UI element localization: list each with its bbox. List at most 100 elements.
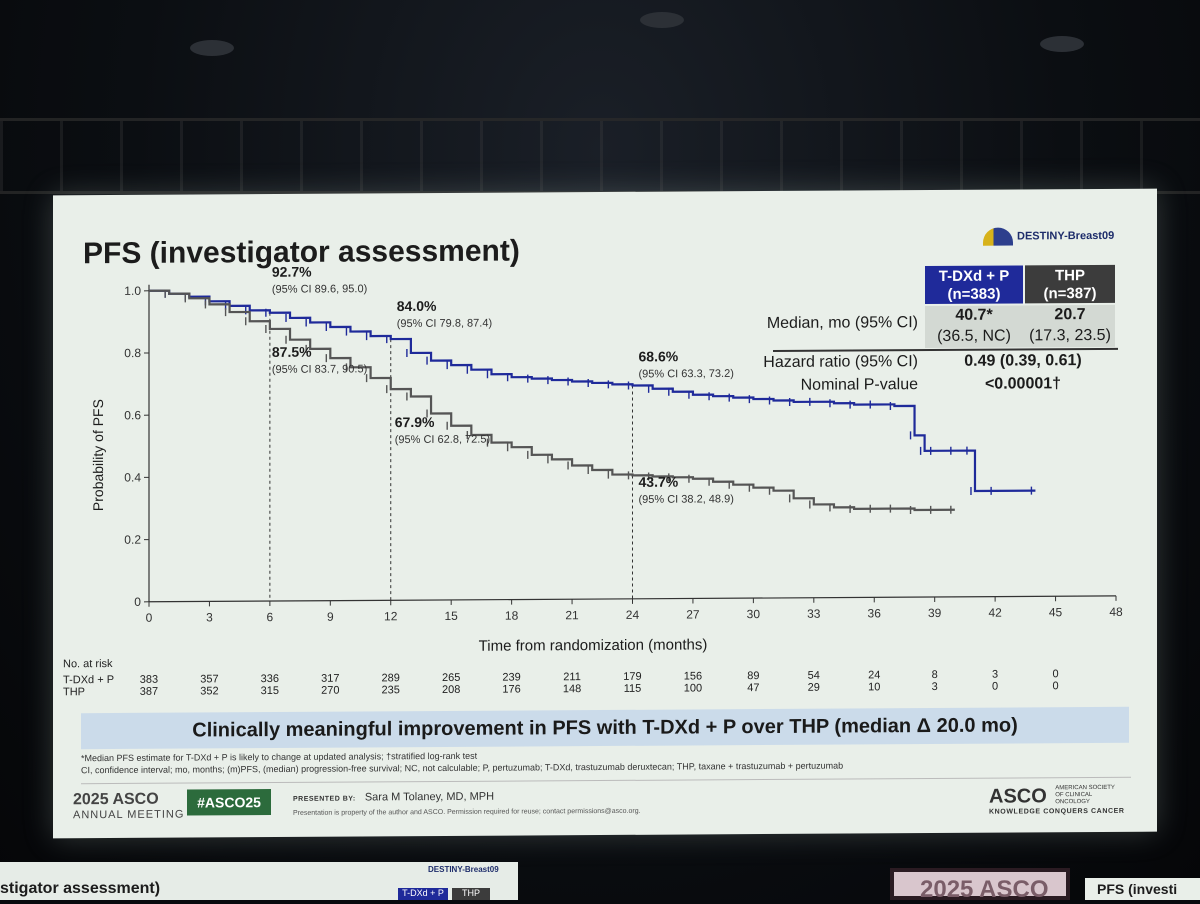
- at-risk-count: 265: [442, 672, 460, 684]
- at-risk-count: 54: [808, 670, 820, 682]
- at-risk-count: 176: [502, 684, 520, 696]
- at-risk-count: 89: [747, 670, 759, 682]
- at-risk-row-label: T-DXd + P: [63, 674, 114, 686]
- x-tick-label: 6: [267, 610, 274, 624]
- at-risk-count: 270: [321, 685, 339, 697]
- annotation-value: 43.7%: [639, 474, 679, 490]
- asco-society-name: AMERICAN SOCIETY OF CLINICAL ONCOLOGY: [1055, 785, 1115, 806]
- at-risk-count: 352: [200, 685, 218, 697]
- footer-divider: [81, 777, 1131, 784]
- at-risk-count: 387: [140, 686, 158, 698]
- at-risk-count: 0: [1053, 680, 1059, 692]
- annotation-value: 84.0%: [397, 298, 437, 314]
- asco-meeting: ANNUAL MEETING: [73, 809, 184, 822]
- annotation-value: 92.7%: [272, 263, 312, 279]
- at-risk-count: 235: [382, 684, 400, 696]
- presenter-name: Sara M Tolaney, MD, MPH: [365, 791, 494, 804]
- secondary-screen-logo: DESTINY-Breast09: [428, 865, 499, 874]
- annotation-ci: (95% CI 62.8, 72.5): [395, 434, 490, 447]
- annotation-ci: (95% CI 83.7, 90.5): [272, 363, 367, 376]
- x-tick-label: 45: [1049, 605, 1063, 619]
- y-tick-label: 0.8: [124, 346, 141, 360]
- at-risk-count: 8: [932, 669, 938, 681]
- at-risk-count: 357: [200, 673, 218, 685]
- annotation-ci: (95% CI 89.6, 95.0): [272, 283, 367, 296]
- at-risk-header: No. at risk: [63, 658, 113, 670]
- secondary-header-tdxd: T-DXd + P: [398, 888, 448, 900]
- at-risk-count: 148: [563, 683, 581, 695]
- footnote-2: CI, confidence interval; mo, months; (m)…: [81, 761, 843, 776]
- asco-society-logo: ASCO AMERICAN SOCIETY OF CLINICAL ONCOLO…: [989, 785, 1125, 816]
- y-tick-label: 1.0: [124, 284, 141, 298]
- annotation-value: 87.5%: [272, 344, 312, 360]
- x-tick-label: 33: [807, 607, 821, 621]
- secondary-screen: stigator assessment) DESTINY-Breast09 T-…: [0, 862, 518, 900]
- x-tick-label: 18: [505, 609, 519, 623]
- annotation-ci: (95% CI 79.8, 87.4): [397, 317, 492, 330]
- x-tick-label: 42: [988, 606, 1002, 620]
- secondary-screen-title: stigator assessment): [0, 880, 160, 898]
- asco-tagline: KNOWLEDGE CONQUERS CANCER: [989, 808, 1125, 816]
- y-tick-label: 0.6: [124, 408, 141, 422]
- km-curve-thp: [149, 286, 955, 515]
- presentation-slide: PFS (investigator assessment) DESTINY-Br…: [53, 189, 1157, 839]
- x-tick-label: 0: [146, 611, 153, 625]
- conclusion-banner: Clinically meaningful improvement in PFS…: [81, 707, 1129, 749]
- y-tick-label: 0.4: [124, 470, 141, 484]
- at-risk-count: 0: [992, 681, 998, 693]
- x-tick-label: 36: [868, 606, 882, 620]
- at-risk-count: 29: [808, 682, 820, 694]
- at-risk-count: 47: [747, 682, 759, 694]
- at-risk-count: 211: [563, 671, 581, 683]
- presenter-line: PRESENTED BY: Sara M Tolaney, MD, MPH: [293, 791, 494, 804]
- presented-by-label: PRESENTED BY:: [293, 796, 356, 803]
- footnote-1: *Median PFS estimate for T-DXd + P is li…: [81, 751, 477, 763]
- annotation-value: 67.9%: [395, 414, 435, 430]
- x-tick-label: 21: [565, 608, 579, 622]
- x-tick-label: 3: [206, 610, 213, 624]
- hashtag-badge: #ASCO25: [187, 789, 271, 816]
- x-tick-label: 39: [928, 606, 942, 620]
- annotation-ci: (95% CI 63.3, 73.2): [639, 368, 734, 381]
- at-risk-count: 0: [1053, 668, 1059, 680]
- at-risk-count: 10: [868, 681, 880, 693]
- x-tick-label: 15: [445, 609, 459, 623]
- at-risk-count: 115: [624, 683, 642, 695]
- at-risk-row-label: THP: [63, 686, 85, 698]
- at-risk-count: 156: [684, 670, 702, 682]
- chart-annotations: 92.7% (95% CI 89.6, 95.0) 84.0% (95% CI 79.…: [272, 261, 734, 508]
- annotation-value: 68.6%: [639, 348, 679, 364]
- third-screen-title: PFS (investi: [1097, 881, 1177, 897]
- at-risk-count: 208: [442, 684, 460, 696]
- x-tick-label: 9: [327, 610, 334, 624]
- x-tick-label: 48: [1109, 605, 1123, 619]
- x-tick-label: 12: [384, 609, 398, 623]
- at-risk-count: 239: [502, 672, 520, 684]
- at-risk-count: 289: [382, 672, 400, 684]
- ceiling-truss: [0, 118, 1200, 194]
- x-tick-label: 30: [747, 607, 761, 621]
- at-risk-count: 317: [321, 673, 339, 685]
- asco-sign: 2025 ASCO: [890, 868, 1070, 900]
- chart-series: [149, 284, 1035, 518]
- asco-year: 2025 ASCO: [73, 791, 184, 810]
- x-axis-label: Time from randomization (months): [479, 636, 708, 654]
- ceiling-light: [1040, 36, 1084, 52]
- at-risk-count: 383: [140, 674, 158, 686]
- at-risk-count: 3: [992, 669, 998, 681]
- y-tick-label: 0: [134, 595, 141, 609]
- asco-wordmark: ASCO: [989, 785, 1047, 807]
- y-axis-label: Probability of PFS: [90, 399, 106, 511]
- property-note: Presentation is property of the author a…: [293, 808, 641, 817]
- at-risk-count: 100: [684, 682, 702, 694]
- annotation-ci: (95% CI 38.2, 48.9): [639, 493, 734, 506]
- x-tick-label: 24: [626, 608, 640, 622]
- at-risk-count: 24: [868, 669, 880, 681]
- asco-annual-meeting-logo: 2025 ASCO ANNUAL MEETING: [73, 791, 184, 822]
- x-tick-label: 27: [686, 607, 700, 621]
- y-tick-label: 0.2: [124, 533, 141, 547]
- third-screen: PFS (investi: [1085, 878, 1200, 900]
- at-risk-count: 3: [932, 681, 938, 693]
